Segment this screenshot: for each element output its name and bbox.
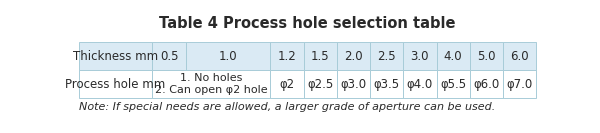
Text: φ6.0: φ6.0	[473, 78, 500, 91]
Text: 1. No holes: 1. No holes	[180, 73, 242, 83]
Bar	[337, 42, 370, 70]
Bar	[270, 42, 304, 70]
Text: φ7.0: φ7.0	[506, 78, 533, 91]
Text: 1.5: 1.5	[311, 50, 329, 63]
Bar	[304, 70, 337, 98]
Bar	[403, 70, 437, 98]
Text: φ2.5: φ2.5	[307, 78, 333, 91]
Text: Note: If special needs are allowed, a larger grade of aperture can be used.: Note: If special needs are allowed, a la…	[79, 102, 495, 112]
Text: 1.2: 1.2	[278, 50, 296, 63]
Bar	[403, 42, 437, 70]
Bar	[337, 70, 370, 98]
Text: 5.0: 5.0	[477, 50, 496, 63]
Text: 1.0: 1.0	[218, 50, 237, 63]
Text: φ4.0: φ4.0	[407, 78, 433, 91]
Text: φ3.5: φ3.5	[374, 78, 400, 91]
Text: 2. Can open φ2 hole: 2. Can open φ2 hole	[155, 85, 268, 95]
Text: 6.0: 6.0	[511, 50, 529, 63]
Bar	[370, 42, 403, 70]
Text: 3.0: 3.0	[410, 50, 429, 63]
Bar	[79, 70, 152, 98]
Text: 2.5: 2.5	[377, 50, 396, 63]
Bar	[470, 42, 503, 70]
Text: 0.5: 0.5	[160, 50, 178, 63]
Text: Table 4 Process hole selection table: Table 4 Process hole selection table	[159, 16, 456, 32]
Bar	[503, 42, 536, 70]
Bar	[437, 42, 470, 70]
Bar	[79, 42, 152, 70]
Text: φ2: φ2	[280, 78, 295, 91]
Bar	[470, 70, 503, 98]
Bar	[185, 42, 270, 70]
Bar	[437, 70, 470, 98]
Text: 2.0: 2.0	[344, 50, 363, 63]
Text: Process hole mm: Process hole mm	[65, 78, 166, 91]
Text: Thickness mm: Thickness mm	[73, 50, 158, 63]
Bar	[304, 42, 337, 70]
Text: φ5.5: φ5.5	[440, 78, 466, 91]
Bar	[270, 70, 304, 98]
Bar	[152, 70, 270, 98]
Bar	[152, 42, 185, 70]
Text: 4.0: 4.0	[444, 50, 463, 63]
Bar	[503, 70, 536, 98]
Bar	[370, 70, 403, 98]
Text: φ3.0: φ3.0	[340, 78, 367, 91]
